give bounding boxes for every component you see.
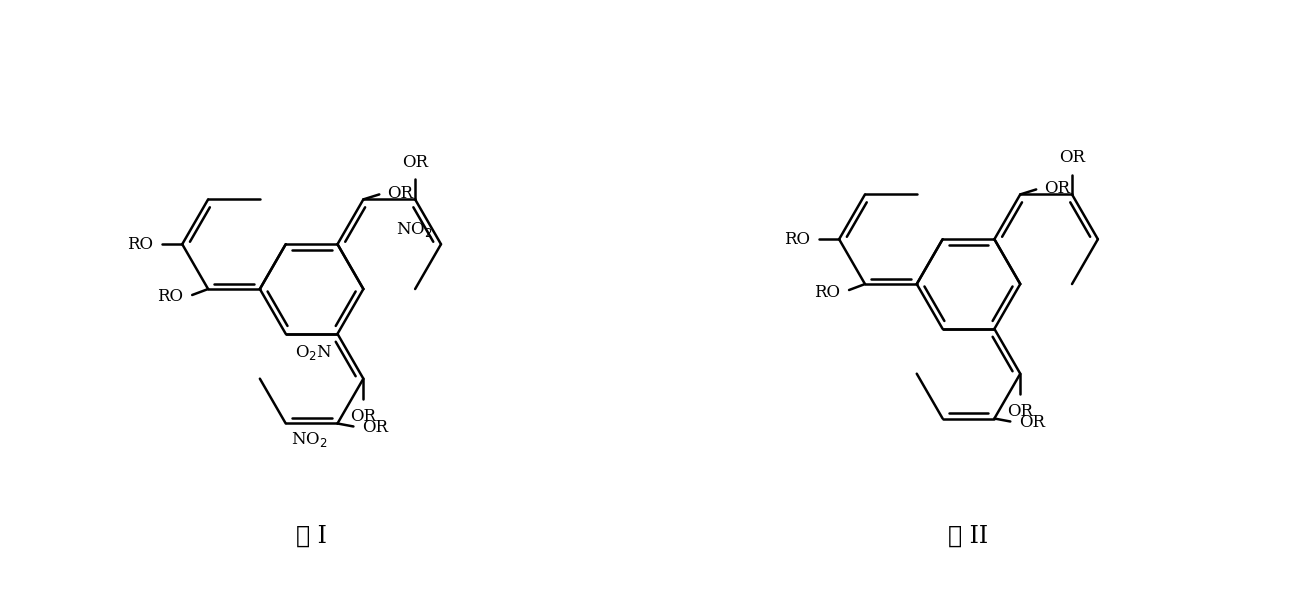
Text: OR: OR (363, 419, 389, 436)
Text: OR: OR (1007, 402, 1034, 419)
Text: NO$_2$: NO$_2$ (291, 431, 328, 449)
Text: NO$_2$: NO$_2$ (397, 220, 433, 239)
Text: O$_2$N: O$_2$N (295, 343, 333, 362)
Text: RO: RO (814, 283, 840, 300)
Text: OR: OR (350, 408, 376, 425)
Text: RO: RO (784, 231, 810, 248)
Text: 式 II: 式 II (949, 524, 989, 547)
Text: OR: OR (1060, 148, 1084, 166)
Text: OR: OR (1044, 180, 1070, 197)
Text: OR: OR (388, 185, 414, 202)
Text: RO: RO (128, 236, 154, 253)
Text: RO: RO (157, 289, 183, 306)
Text: OR: OR (402, 154, 428, 171)
Text: OR: OR (1019, 414, 1045, 431)
Text: 式 I: 式 I (296, 524, 328, 547)
